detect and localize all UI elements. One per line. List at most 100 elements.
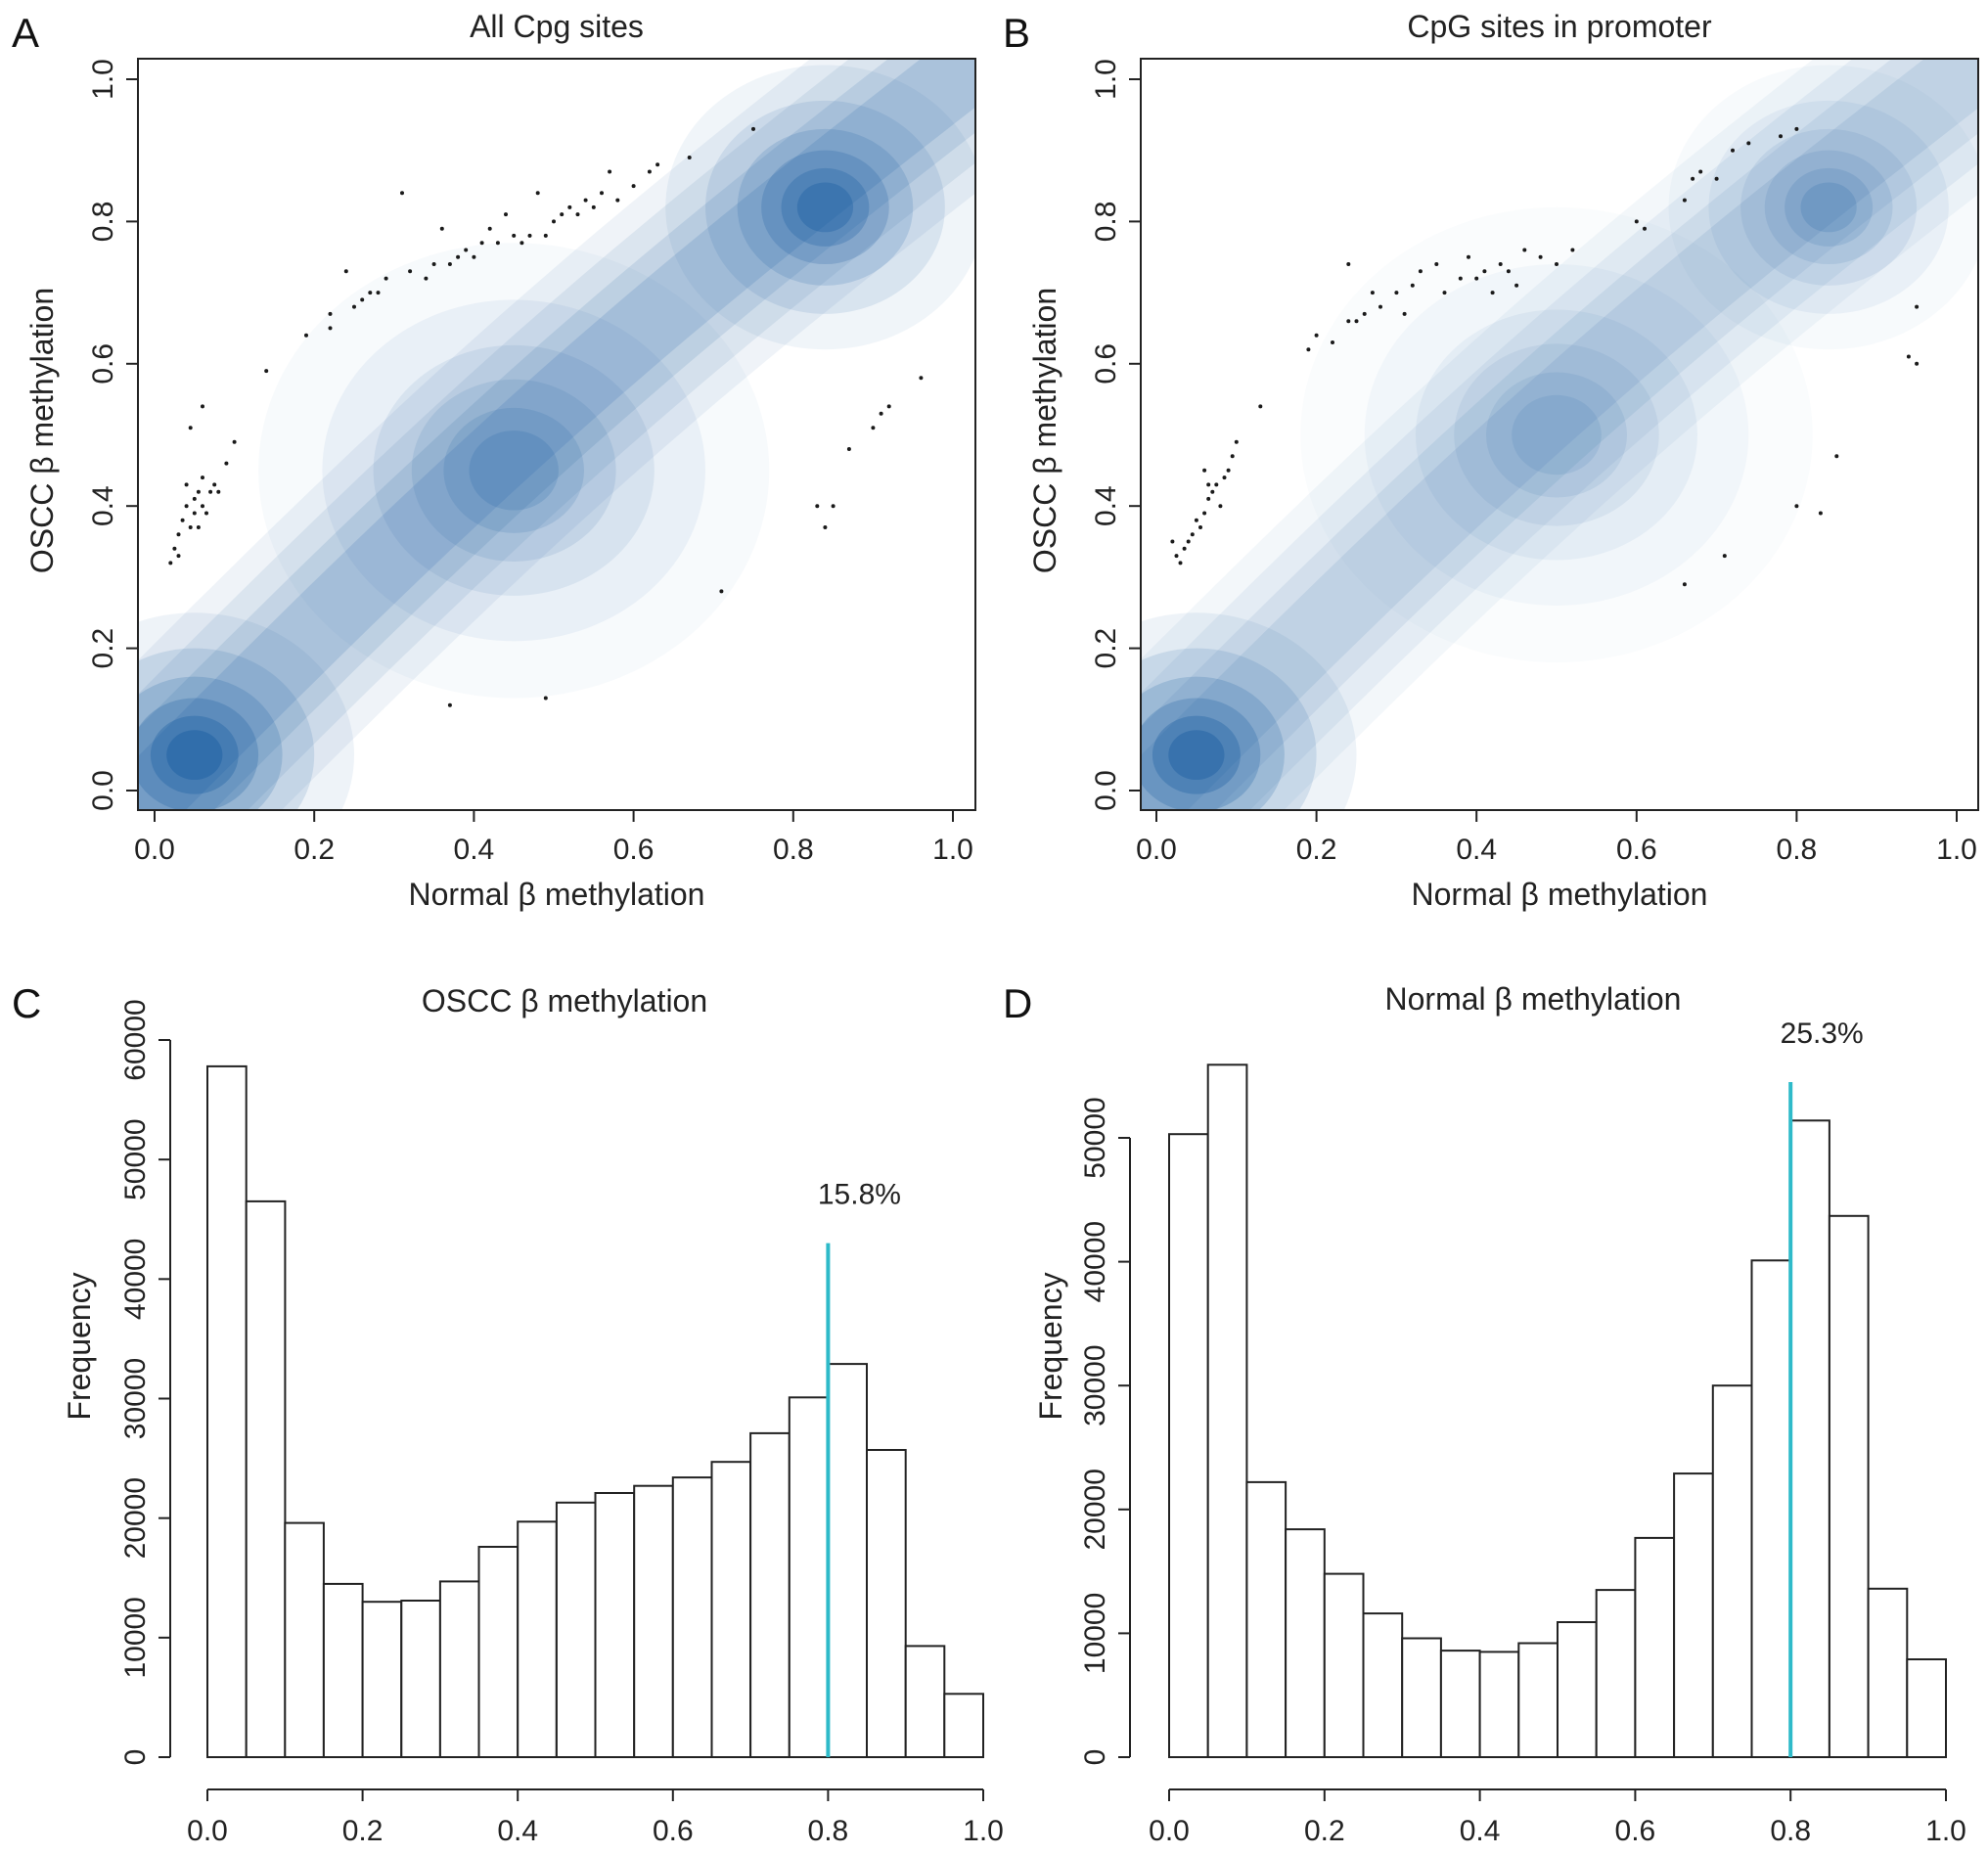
panel-c-y-tick-label: 10000 [119, 1597, 152, 1678]
panel-a-density-mode [138, 698, 259, 810]
panel-b-outlier-point [1226, 468, 1231, 473]
panel-c-histogram-bar [710, 1461, 752, 1758]
panel-b-outlier-point [1634, 219, 1639, 224]
panel-b-density-band [1141, 59, 1978, 810]
panel-b-outlier-point [1794, 504, 1799, 509]
panel-a-outlier-point [823, 525, 828, 529]
panel-b-outlier-point [1194, 518, 1198, 522]
panel-b-outlier-point [1178, 561, 1183, 566]
panel-b-outlier-point [1474, 276, 1479, 281]
panel-c-histogram-bar [400, 1600, 441, 1758]
panel-c-x-tick-label: 0.4 [497, 1815, 538, 1847]
panel-b-outlier-point [1331, 340, 1334, 344]
panel-a-x-label: Normal β methylation [409, 877, 705, 912]
panel-d-histogram-bar [1595, 1589, 1637, 1758]
panel-a-outlier-point [631, 184, 636, 189]
panel-b-outlier-point [1794, 126, 1799, 131]
panel-c-x-tick-label: 0.0 [187, 1815, 228, 1847]
panel-a-density-mode [737, 128, 914, 286]
panel-d-y-tick-label: 30000 [1079, 1344, 1111, 1425]
panel-c-x-tick-label: 1.0 [963, 1815, 1004, 1847]
panel-b-x-tick-label: 0.8 [1777, 834, 1818, 866]
panel-a-title: All Cpg sites [470, 9, 644, 44]
panel-c-histogram-bar [206, 1064, 248, 1758]
panel-b-outlier-point [1378, 304, 1382, 309]
panel-b-x-tick-label: 0.0 [1136, 834, 1177, 866]
panel-a-outlier-point [719, 589, 724, 594]
panel-d-histogram-bar [1401, 1637, 1442, 1758]
panel-b-outlier-point [1206, 496, 1211, 501]
panel-a-x-tick-label: 1.0 [932, 834, 973, 866]
panel-label-b: B [1003, 10, 1030, 56]
panel-c-histogram-bar [827, 1363, 869, 1758]
panel-b-outlier-point [1538, 254, 1543, 259]
panel-d-y-tick-label: 0 [1079, 1749, 1111, 1766]
panel-b-outlier-point [1643, 226, 1647, 231]
panel-d-x-tick-label: 0.4 [1460, 1815, 1501, 1847]
panel-a-outlier-point [879, 411, 883, 416]
panel-a-outlier-point [647, 169, 652, 174]
panel-a-density-mode [138, 648, 315, 810]
panel-a-outlier-point [846, 447, 851, 451]
panel-a-outlier-point [352, 304, 356, 309]
panel-a-outlier-point [504, 212, 508, 217]
panel-c-histogram-bar [904, 1645, 946, 1759]
panel-a-outlier-point [400, 191, 404, 196]
panel-a-density-band [138, 59, 975, 810]
panel-a-outlier-point [212, 482, 217, 487]
panel-b-outlier-point [1834, 454, 1839, 459]
panel-b-outlier-point [1174, 554, 1179, 559]
panel-b-x-tick-label: 0.2 [1296, 834, 1337, 866]
panel-c-histogram-bar [633, 1484, 674, 1758]
panel-b-y-tick-label: 0.6 [1090, 343, 1122, 385]
panel-b-outlier-point [1522, 248, 1527, 252]
panel-a-outlier-point [591, 204, 596, 209]
panel-b-density-mode [1785, 167, 1874, 247]
panel-c-histogram-bar [477, 1546, 520, 1758]
panel-b-outlier-point [1915, 361, 1920, 366]
panel-a-outlier-point [208, 489, 213, 494]
panel-a-density-mode [665, 65, 975, 350]
panel-b-y-axis: 0.0 0.2 0.4 0.6 0.8 1.0 [1090, 59, 1141, 811]
panel-a-outlier-point [447, 702, 452, 707]
panel-a-x-tick-label: 0.8 [773, 834, 814, 866]
panel-b-outlier-point [1682, 582, 1687, 587]
panel-a-outlier-point [464, 248, 469, 252]
panel-a-outlier-point [224, 461, 229, 466]
panel-b-outlier-point [1222, 475, 1227, 480]
panel-d-histogram-bar [1906, 1658, 1948, 1758]
panel-b-outlier-point [1206, 482, 1211, 487]
panel-b-outlier-point [1514, 283, 1519, 288]
panel-b-outlier-point [1402, 311, 1407, 316]
panel-b-outlier-point [1418, 269, 1423, 274]
panel-b-density-mode [1486, 372, 1627, 498]
panel-a-outlier-point [184, 504, 189, 509]
panel-a-outlier-point [886, 404, 891, 409]
panel-a-outlier-point [180, 518, 185, 522]
panel-a-outlier-point [192, 511, 197, 516]
panel-b-outlier-point [1779, 134, 1783, 139]
panel-a-outlier-point [543, 233, 548, 238]
panel-a-outlier-point [431, 262, 436, 266]
panel-b-outlier-point [1746, 141, 1751, 146]
panel-a-outlier-point [608, 169, 612, 174]
panel-a-outlier-point [343, 269, 348, 274]
panel-b-outlier-point [1490, 291, 1495, 295]
panel-c-histogram-bar [284, 1521, 325, 1758]
panel-c-y-tick-label: 60000 [119, 999, 152, 1080]
panel-b-density [1141, 59, 1978, 810]
panel-a-y-axis: 0.0 0.2 0.4 0.6 0.8 1.0 [87, 59, 138, 811]
panel-b-outlier-point [1906, 354, 1911, 359]
panel-b-outlier-point [1915, 304, 1920, 309]
panel-a-y-tick-label: 0.6 [87, 343, 119, 385]
panel-b-title: CpG sites in promoter [1407, 9, 1712, 44]
panel-a-outlier-point [919, 376, 924, 381]
panel-b-x-label: Normal β methylation [1412, 877, 1708, 912]
panel-a-outlier-point [871, 426, 876, 430]
panel-a-x-tick-label: 0.2 [294, 834, 335, 866]
panel-c-histogram-bar [245, 1199, 287, 1758]
panel-c-histogram-bar [361, 1601, 403, 1758]
panel-b-density-mode [1141, 676, 1285, 810]
panel-c-y-label: Frequency [62, 1272, 97, 1420]
panel-a-outlier-point [360, 297, 365, 302]
